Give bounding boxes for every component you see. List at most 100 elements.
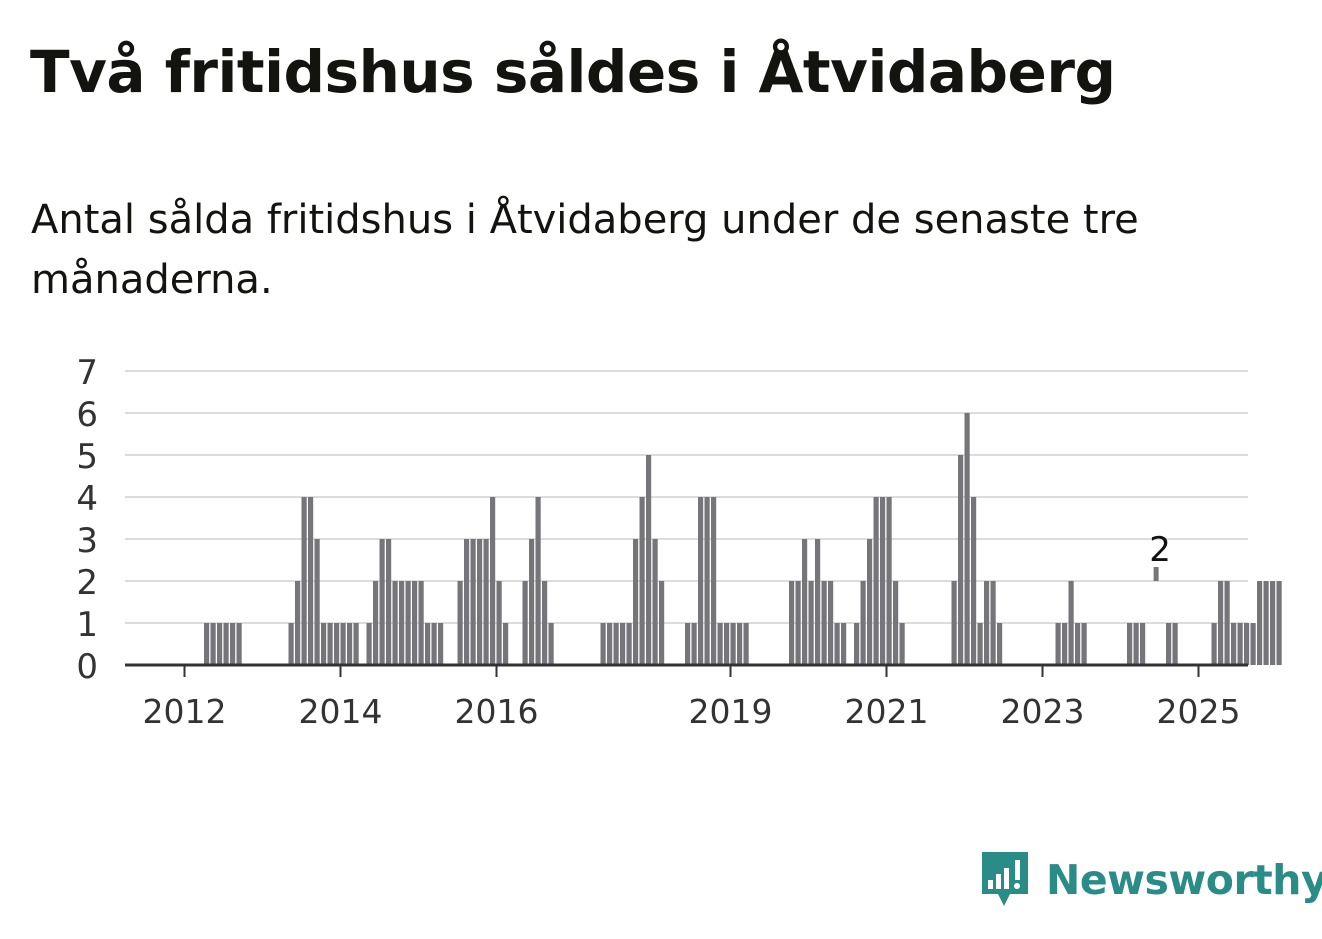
bars xyxy=(204,413,1282,665)
bar xyxy=(418,581,424,665)
bar xyxy=(1055,623,1061,665)
x-axis: 2012 2014 2016 2019 2021 2023 2025 xyxy=(125,663,1248,731)
bar xyxy=(477,539,483,665)
bar xyxy=(373,581,379,665)
bar xyxy=(886,497,892,665)
bar xyxy=(542,581,548,665)
bar xyxy=(1218,581,1224,665)
bar xyxy=(548,623,554,665)
bar xyxy=(698,497,704,665)
bar xyxy=(867,539,873,665)
bar xyxy=(802,539,808,665)
bar xyxy=(626,623,632,665)
bar xyxy=(314,539,320,665)
bar xyxy=(210,623,216,665)
bar xyxy=(353,623,359,665)
bar xyxy=(652,539,658,665)
bar xyxy=(613,623,619,665)
bar xyxy=(340,623,346,665)
bar xyxy=(717,623,723,665)
bar xyxy=(1081,623,1087,665)
data-labels: 2 xyxy=(1149,530,1171,581)
bar xyxy=(1237,623,1243,665)
bar xyxy=(405,581,411,665)
chart-title: Två fritidshus såldes i Åtvidaberg xyxy=(30,38,1116,106)
bar xyxy=(522,581,528,665)
x-tick-label-2023: 2023 xyxy=(1001,692,1085,731)
bar xyxy=(327,623,333,665)
bar xyxy=(743,623,749,665)
bar xyxy=(438,623,444,665)
bar xyxy=(691,623,697,665)
bar xyxy=(984,581,990,665)
bar xyxy=(893,581,899,665)
bar xyxy=(392,581,398,665)
bar xyxy=(470,539,476,665)
bar xyxy=(1062,623,1068,665)
bar xyxy=(308,497,314,665)
bar xyxy=(490,497,496,665)
newsworthy-logo: Newsworthy xyxy=(980,848,1322,912)
bar xyxy=(600,623,606,665)
bar xyxy=(1250,623,1256,665)
bar xyxy=(503,623,509,665)
chart-subtitle: Antal sålda fritidshus i Åtvidaberg unde… xyxy=(31,197,1139,303)
bar xyxy=(880,497,886,665)
bar xyxy=(425,623,431,665)
bar xyxy=(347,623,353,665)
y-tick-label-4: 4 xyxy=(76,479,98,519)
y-tick-label-3: 3 xyxy=(76,521,98,561)
bar xyxy=(958,455,964,665)
bar xyxy=(795,581,801,665)
bar xyxy=(860,581,866,665)
bar xyxy=(1276,581,1282,665)
bar xyxy=(873,497,879,665)
bar xyxy=(529,539,535,665)
bar xyxy=(834,623,840,665)
bar xyxy=(1231,623,1237,665)
bar xyxy=(204,623,210,665)
bar xyxy=(737,623,743,665)
bar xyxy=(633,539,639,665)
bar xyxy=(639,497,645,665)
bar xyxy=(821,581,827,665)
bar xyxy=(321,623,327,665)
bar xyxy=(1127,623,1133,665)
bar xyxy=(457,581,463,665)
bar xyxy=(366,623,372,665)
bar xyxy=(685,623,691,665)
x-tick-label-2014: 2014 xyxy=(299,692,383,731)
bar xyxy=(711,497,717,665)
x-tick-label-2016: 2016 xyxy=(455,692,539,731)
bar xyxy=(1257,581,1263,665)
bar xyxy=(1244,623,1250,665)
bar xyxy=(808,581,814,665)
bar xyxy=(295,581,301,665)
bar xyxy=(217,623,223,665)
y-tick-label-2: 2 xyxy=(76,563,98,603)
bar xyxy=(990,581,996,665)
y-tick-label-5: 5 xyxy=(76,437,98,477)
x-tick-label-2021: 2021 xyxy=(845,692,929,731)
bar xyxy=(951,581,957,665)
bar xyxy=(964,413,970,665)
bar xyxy=(483,539,489,665)
bar xyxy=(223,623,229,665)
bar xyxy=(997,623,1003,665)
highlight-data-label: 2 xyxy=(1149,530,1171,570)
bar xyxy=(1166,623,1172,665)
bar xyxy=(1224,581,1230,665)
bar xyxy=(620,623,626,665)
bar xyxy=(386,539,392,665)
bar xyxy=(607,623,613,665)
bar xyxy=(828,581,834,665)
bar xyxy=(789,581,795,665)
bar xyxy=(301,497,307,665)
bar xyxy=(1270,581,1276,665)
x-tick-label-2025: 2025 xyxy=(1157,692,1241,731)
y-tick-label-7: 7 xyxy=(76,353,98,393)
bar xyxy=(854,623,860,665)
bar xyxy=(977,623,983,665)
